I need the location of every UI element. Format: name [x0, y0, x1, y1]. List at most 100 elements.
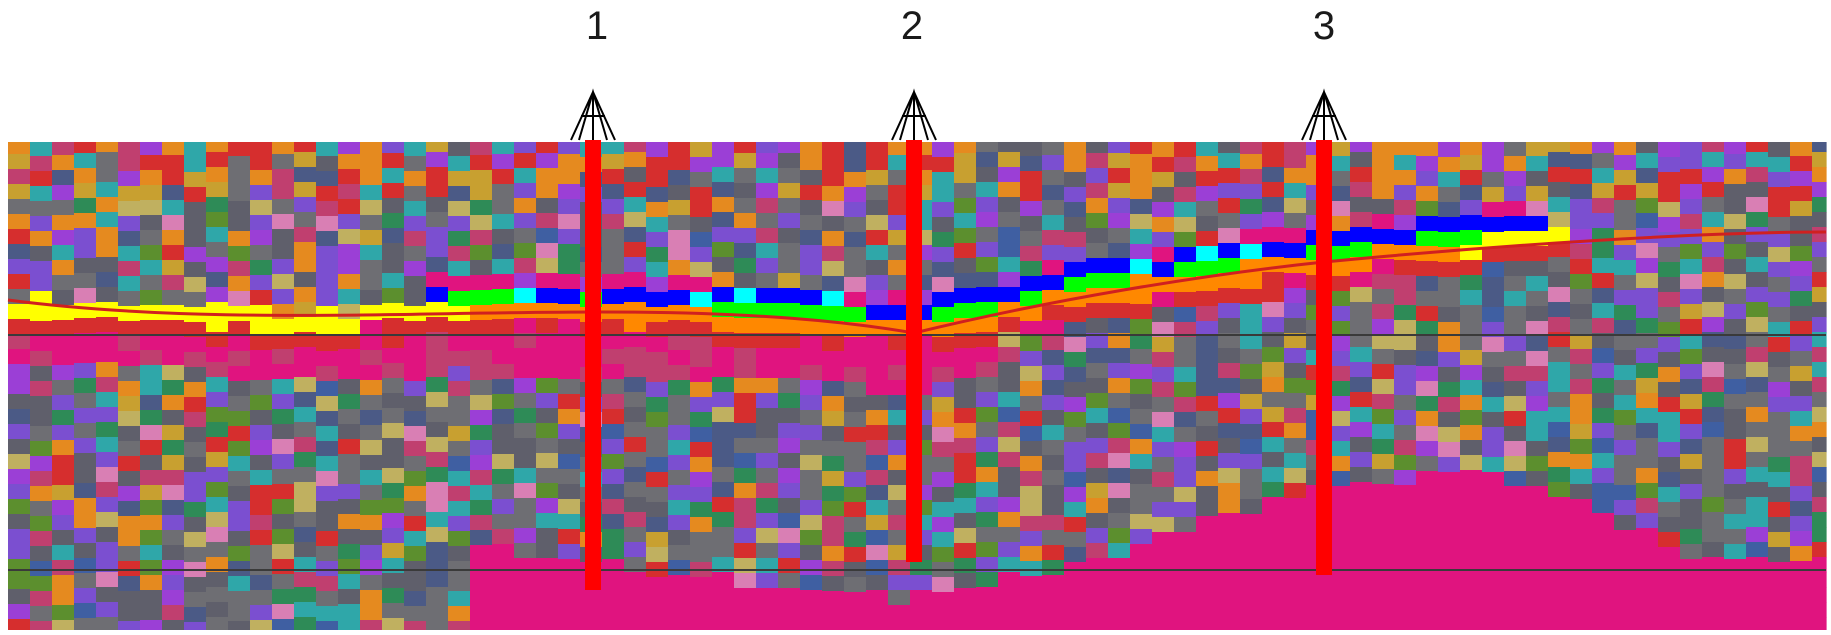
facies-cell	[1658, 277, 1681, 293]
facies-cell	[1438, 532, 1461, 548]
facies-cell	[1416, 186, 1439, 202]
facies-cell	[1548, 362, 1571, 378]
facies-cell	[140, 425, 163, 441]
facies-cell	[140, 410, 163, 426]
facies-cell	[1592, 483, 1615, 499]
facies-cell	[1328, 336, 1351, 352]
facies-cell	[1790, 291, 1813, 307]
facies-cell	[382, 468, 405, 484]
facies-cell	[1790, 501, 1813, 517]
facies-cell	[844, 472, 867, 488]
facies-cell	[844, 427, 867, 443]
facies-cell	[558, 499, 581, 515]
facies-cell	[690, 352, 713, 368]
facies-cell	[1218, 228, 1241, 244]
facies-cell	[1526, 621, 1549, 631]
facies-cell	[646, 382, 669, 398]
facies-cell	[140, 515, 163, 531]
facies-cell	[822, 336, 845, 352]
facies-cell	[888, 545, 911, 561]
facies-cell	[734, 258, 757, 274]
facies-cell	[492, 559, 515, 575]
facies-cell	[1746, 587, 1769, 603]
facies-cell	[360, 485, 383, 501]
facies-cell	[96, 167, 119, 183]
facies-cell	[954, 153, 977, 169]
facies-cell	[1702, 542, 1725, 558]
facies-cell	[294, 362, 317, 378]
facies-cell	[558, 259, 581, 275]
facies-cell	[448, 456, 471, 472]
facies-cell	[1768, 577, 1791, 593]
facies-cell	[1086, 273, 1109, 289]
facies-cell	[756, 228, 779, 244]
facies-cell	[844, 187, 867, 203]
facies-cell	[272, 619, 295, 631]
facies-cell	[316, 216, 339, 232]
facies-cell	[1372, 379, 1395, 395]
facies-cell	[426, 167, 449, 183]
facies-cell	[1372, 364, 1395, 380]
facies-cell	[492, 484, 515, 500]
facies-cell	[162, 410, 185, 426]
facies-cell	[492, 574, 515, 590]
facies-cell	[1482, 547, 1505, 563]
facies-cell	[96, 257, 119, 273]
facies-cell	[1284, 348, 1307, 364]
facies-cell	[470, 470, 493, 486]
facies-cell	[1174, 247, 1197, 263]
facies-cell	[1020, 486, 1043, 502]
facies-cell	[1636, 142, 1659, 154]
facies-cell	[624, 602, 647, 618]
facies-cell	[1108, 168, 1131, 184]
facies-cell	[866, 395, 889, 411]
facies-cell	[360, 515, 383, 531]
facies-cell	[1350, 197, 1373, 213]
facies-cell	[1174, 202, 1197, 218]
facies-cell	[1416, 516, 1439, 532]
facies-cell	[8, 379, 31, 395]
facies-cell	[888, 620, 911, 631]
facies-cell	[1196, 501, 1219, 517]
facies-cell	[1064, 607, 1087, 623]
facies-cell	[954, 378, 977, 394]
facies-cell	[1438, 217, 1461, 233]
facies-cell	[470, 380, 493, 396]
facies-cell	[646, 352, 669, 368]
facies-cell	[338, 469, 361, 485]
facies-cell	[1284, 273, 1307, 289]
facies-cell	[1504, 456, 1527, 472]
facies-cell	[1592, 498, 1615, 514]
facies-cell	[228, 441, 251, 457]
facies-cell	[1614, 215, 1637, 231]
facies-cell	[1196, 261, 1219, 277]
facies-cell	[1658, 217, 1681, 233]
facies-cell	[470, 170, 493, 186]
facies-cell	[932, 172, 955, 188]
facies-cell	[1702, 617, 1725, 631]
facies-cell	[1746, 142, 1769, 153]
facies-cell	[976, 212, 999, 228]
facies-cell	[1592, 273, 1615, 289]
facies-cell	[646, 337, 669, 353]
facies-cell	[96, 572, 119, 588]
facies-cell	[602, 289, 625, 305]
facies-cell	[250, 155, 273, 171]
facies-cell	[1218, 363, 1241, 379]
facies-cell	[668, 560, 691, 576]
facies-cell	[1614, 560, 1637, 576]
facies-cell	[1196, 336, 1219, 352]
facies-cell	[1548, 557, 1571, 573]
facies-cell	[1746, 182, 1769, 198]
facies-cell	[712, 467, 735, 483]
facies-cell	[1218, 618, 1241, 631]
well-2-label: 2	[900, 4, 924, 48]
facies-cell	[1130, 424, 1153, 440]
facies-cell	[1658, 367, 1681, 383]
facies-cell	[1746, 422, 1769, 438]
facies-cell	[1350, 467, 1373, 483]
facies-cell	[1262, 617, 1285, 631]
facies-cell	[1064, 472, 1087, 488]
facies-cell	[162, 605, 185, 621]
facies-cell	[1372, 604, 1395, 620]
